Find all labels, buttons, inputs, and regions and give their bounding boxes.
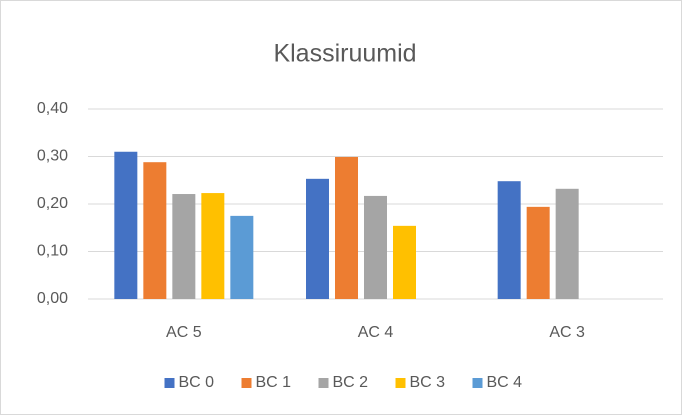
bar bbox=[335, 156, 358, 299]
bar bbox=[230, 215, 254, 299]
bar bbox=[143, 162, 167, 299]
y-tick-label: 0,00 bbox=[37, 290, 68, 307]
bar bbox=[114, 151, 138, 299]
bar bbox=[306, 178, 329, 299]
bar bbox=[393, 225, 416, 299]
x-tick-label: AC 3 bbox=[549, 324, 585, 341]
legend-label: BC 2 bbox=[333, 374, 369, 391]
legend-swatch bbox=[472, 378, 483, 388]
chart-title: Klassiruumid bbox=[273, 40, 416, 68]
y-tick-label: 0,20 bbox=[37, 195, 68, 212]
legend-swatch bbox=[318, 378, 329, 388]
y-tick-label: 0,40 bbox=[37, 100, 68, 117]
x-tick-label: AC 4 bbox=[358, 324, 394, 341]
bar bbox=[172, 194, 196, 299]
legend-swatch bbox=[164, 378, 175, 388]
legend-label: BC 3 bbox=[410, 374, 446, 391]
bar bbox=[555, 188, 579, 299]
x-tick-label: AC 5 bbox=[166, 324, 202, 341]
bar bbox=[364, 195, 387, 299]
y-tick-label: 0,10 bbox=[37, 243, 68, 260]
legend-swatch bbox=[241, 378, 252, 388]
bar bbox=[201, 193, 225, 299]
y-tick-label: 0,30 bbox=[37, 148, 68, 165]
legend-swatch bbox=[395, 378, 406, 388]
bar bbox=[497, 181, 521, 299]
legend-label: BC 1 bbox=[256, 374, 292, 391]
legend-label: BC 4 bbox=[487, 374, 523, 391]
legend-label: BC 0 bbox=[179, 374, 215, 391]
bar bbox=[526, 206, 550, 299]
